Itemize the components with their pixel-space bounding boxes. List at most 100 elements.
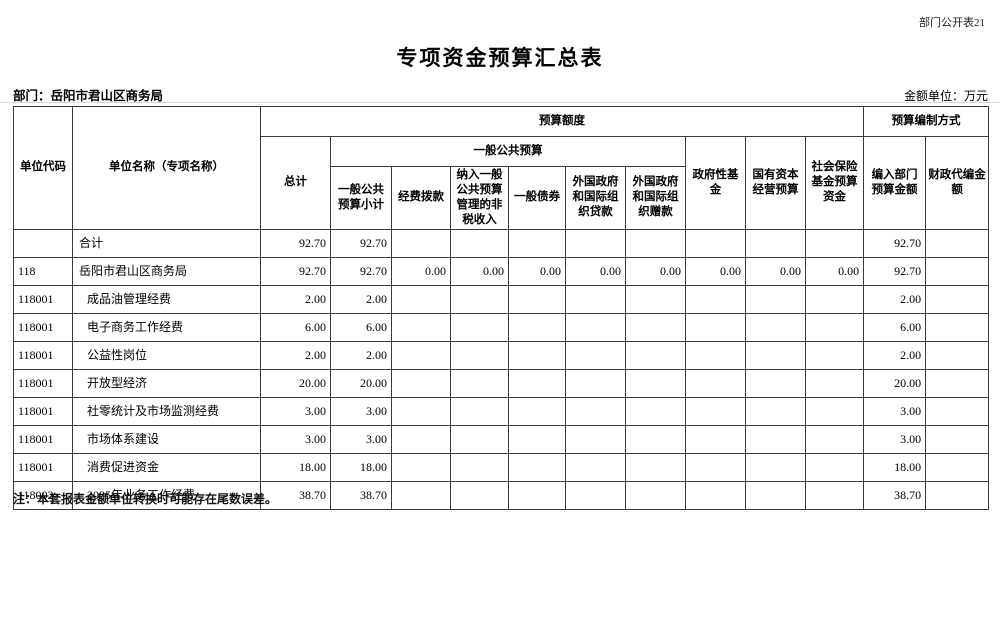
value-cell (625, 284, 686, 314)
value-cell (565, 340, 626, 370)
value-cell (925, 340, 990, 370)
corner-table-number: 部门公开表21 (919, 17, 985, 29)
value-cell (565, 368, 626, 398)
value-cell (925, 452, 990, 482)
value-cell (508, 228, 566, 258)
value-cell: 38.70 (330, 480, 392, 510)
unit-name-cell: 开放型经济 (72, 368, 261, 398)
unit-name-cell: 2025年业务工作经费 (72, 480, 261, 510)
value-cell: 0.00 (508, 256, 566, 286)
unit-name-cell: 市场体系建设 (72, 424, 261, 454)
value-cell (685, 424, 746, 454)
value-cell (804, 284, 865, 314)
value-cell: 20.00 (330, 368, 392, 398)
value-cell (450, 424, 509, 454)
unit-name-cell: 社零统计及市场监测经费 (72, 396, 261, 426)
value-cell (508, 284, 566, 314)
value-cell: 20.00 (260, 368, 331, 398)
value-cell (391, 228, 451, 258)
value-cell (804, 396, 865, 426)
unit-name-cell: 成品油管理经费 (72, 284, 261, 314)
table-body: 合计 92.70 92.70 92.70 118 岳阳市君山区商务局 92.70 92.70 0… (13, 228, 990, 510)
col-group-budget-amount: 预算额度 (259, 106, 865, 137)
value-cell (745, 228, 806, 258)
value-cell: 0.00 (391, 256, 451, 286)
value-cell (925, 256, 990, 286)
value-cell (745, 368, 806, 398)
value-cell (685, 284, 746, 314)
value-cell (565, 284, 626, 314)
unit-name-cell: 岳阳市君山区商务局 (72, 256, 261, 286)
col-header-dept-budget-amount: 编入部门预算金额 (863, 136, 927, 230)
value-cell: 92.70 (863, 228, 927, 258)
value-cell (925, 228, 990, 258)
value-cell: 92.70 (330, 256, 392, 286)
unit-code-cell: 118001 (13, 396, 73, 426)
col-header-total: 总计 (260, 136, 331, 230)
unit-code-cell: 118001 (13, 424, 73, 454)
col-group-general-public-budget: 一般公共预算 (330, 136, 686, 167)
value-cell: 3.00 (863, 396, 927, 426)
value-cell (745, 480, 806, 510)
value-cell (625, 228, 686, 258)
value-cell: 18.00 (863, 452, 927, 482)
page-title: 专项资金预算汇总表 (396, 46, 604, 70)
value-cell (625, 368, 686, 398)
value-cell (625, 312, 686, 342)
value-cell: 2.00 (330, 340, 392, 370)
value-cell (450, 312, 509, 342)
unit-name-cell: 消费促进资金 (72, 452, 261, 482)
value-cell (685, 396, 746, 426)
value-cell (925, 312, 990, 342)
value-cell (450, 480, 509, 510)
value-cell (391, 340, 451, 370)
value-cell (565, 228, 626, 258)
table-row: 118001 社零统计及市场监测经费 3.00 3.00 3.00 (13, 396, 990, 426)
value-cell (450, 368, 509, 398)
table-row: 118001 电子商务工作经费 6.00 6.00 6.00 (13, 312, 990, 342)
value-cell: 6.00 (863, 312, 927, 342)
table-row: 118001 消费促进资金 18.00 18.00 18.00 (13, 452, 990, 482)
value-cell (508, 424, 566, 454)
value-cell (804, 312, 865, 342)
value-cell (625, 340, 686, 370)
value-cell (508, 368, 566, 398)
value-cell (925, 396, 990, 426)
value-cell: 2.00 (330, 284, 392, 314)
unit-code-cell: 118 (13, 256, 73, 286)
table-row: 118001 公益性岗位 2.00 2.00 2.00 (13, 340, 990, 370)
value-cell (565, 424, 626, 454)
unit-code-cell (13, 228, 73, 258)
value-cell (391, 424, 451, 454)
value-cell: 92.70 (863, 256, 927, 286)
value-cell (625, 452, 686, 482)
value-cell (391, 284, 451, 314)
value-cell (685, 228, 746, 258)
department-label: 部门：岳阳市君山区商务局 (13, 89, 164, 103)
unit-code-cell: 118001 (13, 284, 73, 314)
value-cell (745, 424, 806, 454)
value-cell (565, 396, 626, 426)
divider-line (0, 102, 1000, 103)
value-cell (685, 452, 746, 482)
value-cell: 0.00 (450, 256, 509, 286)
value-cell: 3.00 (863, 424, 927, 454)
table-row: 118 岳阳市君山区商务局 92.70 92.70 0.00 0.00 0.00 0.00 0.… (13, 256, 990, 286)
value-cell (804, 228, 865, 258)
value-cell (745, 396, 806, 426)
value-cell: 0.00 (625, 256, 686, 286)
value-cell (391, 312, 451, 342)
unit-name-cell: 合计 (72, 228, 261, 258)
table-row: 118002 2025年业务工作经费 38.70 38.70 38.70 (13, 480, 990, 510)
table-row: 合计 92.70 92.70 92.70 (13, 228, 990, 258)
value-cell (508, 340, 566, 370)
col-header-general-public-subtotal: 一般公共预算小计 (330, 166, 392, 230)
value-cell (804, 340, 865, 370)
value-cell: 0.00 (804, 256, 865, 286)
col-header-social-insurance: 社会保险基金预算资金 (804, 136, 865, 230)
value-cell (685, 340, 746, 370)
value-cell (391, 452, 451, 482)
value-cell (804, 424, 865, 454)
value-cell: 3.00 (260, 424, 331, 454)
